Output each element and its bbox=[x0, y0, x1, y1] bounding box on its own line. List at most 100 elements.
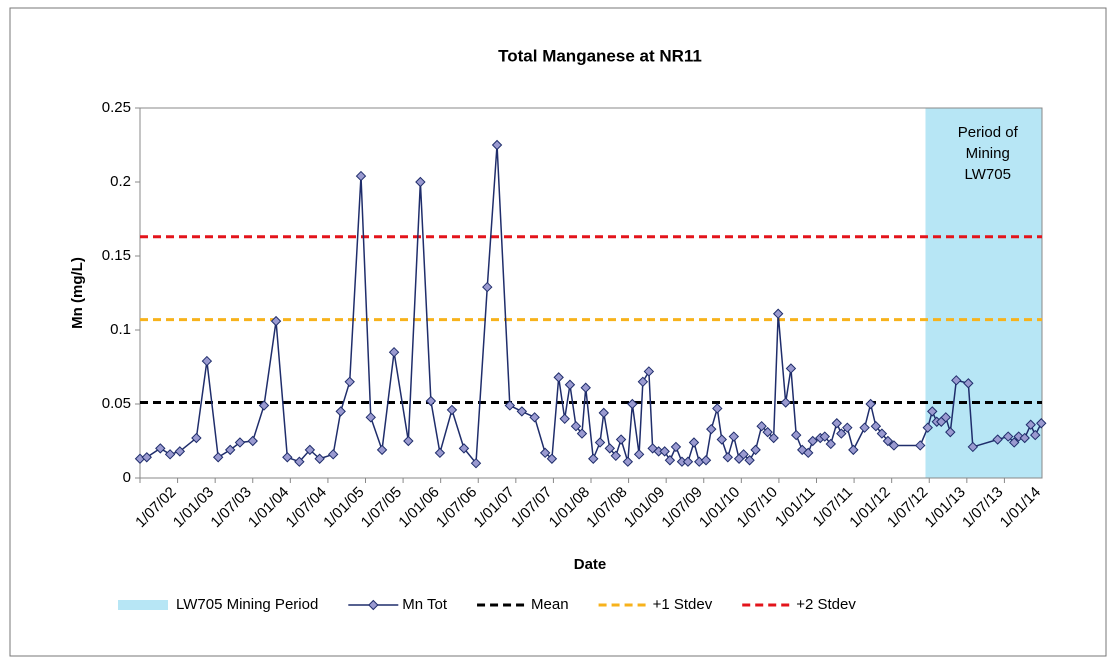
data-point bbox=[470, 457, 482, 469]
data-point bbox=[344, 376, 355, 388]
legend-label: LW705 Mining Period bbox=[176, 596, 318, 613]
data-point bbox=[622, 456, 634, 467]
data-point bbox=[434, 447, 446, 459]
y-tick-label: 0.25 bbox=[102, 99, 131, 116]
data-point bbox=[882, 435, 894, 447]
data-point bbox=[762, 426, 773, 438]
data-point bbox=[546, 453, 558, 464]
data-point bbox=[1025, 419, 1036, 430]
data-point bbox=[744, 455, 755, 466]
data-point bbox=[491, 139, 503, 151]
data-point bbox=[967, 441, 979, 453]
data-point bbox=[282, 452, 293, 463]
data-point bbox=[945, 426, 956, 438]
legend-label: Mn Tot bbox=[402, 596, 448, 613]
data-point bbox=[174, 446, 186, 457]
data-point bbox=[706, 423, 717, 435]
data-point bbox=[888, 440, 900, 451]
data-point bbox=[604, 443, 615, 454]
data-point bbox=[155, 443, 166, 454]
data-point bbox=[722, 452, 734, 463]
data-point bbox=[294, 456, 305, 467]
data-point bbox=[627, 398, 638, 410]
y-tick-label: 0 bbox=[123, 469, 131, 486]
data-point bbox=[992, 434, 1003, 445]
data-point bbox=[1019, 432, 1030, 444]
data-point bbox=[940, 412, 951, 423]
data-point bbox=[201, 355, 213, 367]
data-point bbox=[1002, 431, 1014, 442]
legend-label: +2 Stdev bbox=[796, 596, 856, 613]
data-point bbox=[415, 176, 426, 188]
data-point bbox=[327, 449, 339, 460]
data-point bbox=[482, 281, 493, 293]
data-point bbox=[807, 435, 818, 447]
legend-label: +1 Stdev bbox=[653, 596, 713, 613]
data-point bbox=[1013, 431, 1024, 442]
data-point bbox=[270, 315, 282, 327]
data-point bbox=[164, 449, 176, 460]
data-point bbox=[314, 453, 325, 464]
data-point bbox=[376, 444, 388, 456]
data-point bbox=[819, 431, 830, 442]
data-point bbox=[580, 382, 591, 393]
data-point bbox=[141, 452, 152, 463]
data-point bbox=[355, 170, 367, 182]
chart-title: Total Manganese at NR11 bbox=[498, 46, 702, 65]
data-point bbox=[598, 407, 609, 419]
data-point bbox=[1036, 418, 1047, 429]
data-point bbox=[688, 437, 700, 448]
y-tick-label: 0.2 bbox=[110, 173, 131, 190]
legend-swatch bbox=[118, 600, 168, 610]
data-point bbox=[304, 444, 316, 456]
data-point bbox=[643, 366, 655, 377]
data-point bbox=[516, 406, 528, 417]
annotation: Period of bbox=[958, 124, 1019, 141]
data-point bbox=[335, 406, 346, 417]
data-point bbox=[842, 422, 853, 433]
data-point bbox=[403, 435, 414, 447]
legend: LW705 Mining Period Mn Tot Mean +1 Stdev +2 … bbox=[118, 596, 856, 613]
data-point bbox=[768, 432, 779, 444]
data-point bbox=[915, 440, 926, 451]
data-point bbox=[756, 420, 767, 432]
y-tick-label: 0.15 bbox=[102, 247, 131, 264]
data-point bbox=[876, 428, 888, 439]
data-point bbox=[951, 375, 962, 386]
data-point bbox=[191, 432, 202, 444]
y-tick-label: 0.05 bbox=[102, 395, 131, 412]
data-point bbox=[859, 422, 870, 433]
data-point bbox=[647, 443, 658, 454]
data-point bbox=[780, 397, 791, 408]
annotation: LW705 bbox=[965, 166, 1011, 183]
data-point bbox=[458, 443, 470, 454]
data-point bbox=[738, 449, 749, 460]
data-point bbox=[553, 372, 564, 383]
data-point bbox=[1008, 437, 1020, 448]
data-point bbox=[610, 450, 622, 462]
data-point bbox=[664, 455, 676, 466]
data-point bbox=[836, 428, 847, 439]
data-point bbox=[594, 437, 606, 448]
data-point bbox=[870, 420, 882, 432]
data-point bbox=[633, 449, 645, 460]
data-point bbox=[234, 437, 246, 448]
data-point bbox=[559, 413, 570, 425]
data-point bbox=[865, 398, 876, 410]
data-point bbox=[716, 434, 727, 445]
chart-border bbox=[9, 7, 1107, 657]
data-point bbox=[825, 438, 836, 450]
data-point bbox=[570, 420, 582, 432]
data-point bbox=[848, 444, 859, 456]
data-point bbox=[576, 428, 588, 439]
data-point bbox=[750, 444, 761, 456]
data-point bbox=[700, 455, 712, 466]
data-point bbox=[529, 412, 540, 423]
annotation: Mining bbox=[966, 145, 1010, 162]
data-point bbox=[365, 412, 376, 423]
legend-swatch bbox=[368, 599, 379, 611]
data-point bbox=[728, 431, 740, 442]
data-point bbox=[637, 376, 649, 388]
